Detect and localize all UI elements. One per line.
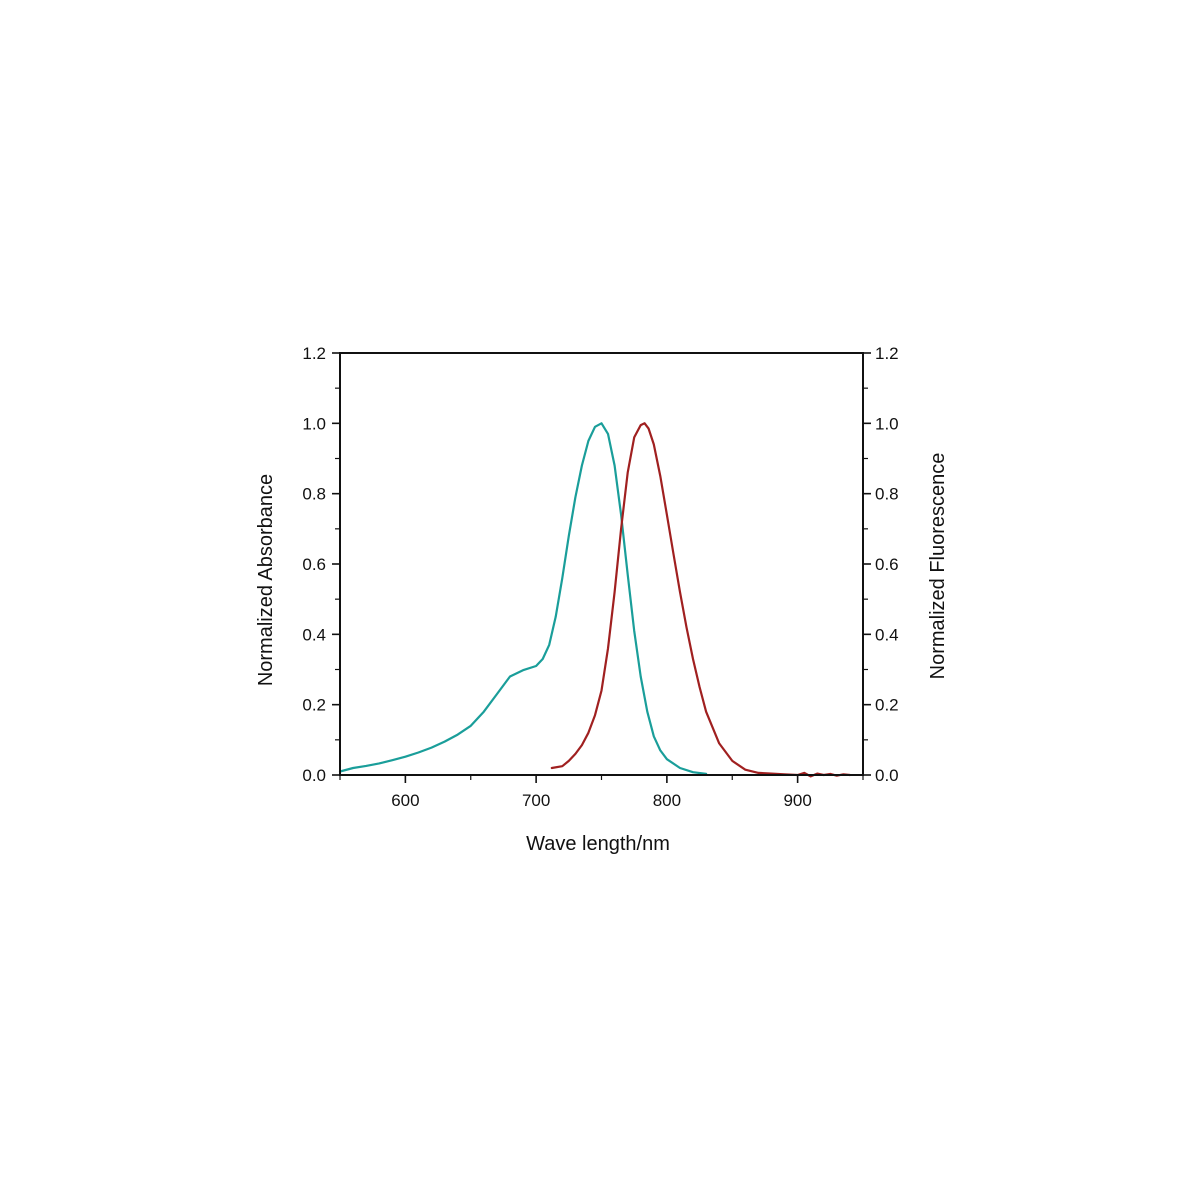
- y-axis-title-left: Normalized Absorbance: [255, 474, 277, 686]
- y-tick-label-right: 0.0: [875, 766, 899, 785]
- tick-labels-layer: 600 700 800 900 0.0 0.0 0.2 0.2 0.4 0.4 0.6 0.6 0.8 0…: [302, 344, 898, 810]
- x-axis-title: Wave length/nm: [526, 833, 670, 855]
- y-tick-label-left: 1.0: [302, 414, 326, 433]
- plot-frame: [339, 352, 864, 776]
- x-tick-label: 800: [653, 791, 681, 810]
- y-tick-label-left: 1.2: [302, 344, 326, 363]
- series-line-2: [550, 422, 852, 778]
- y-tick-label-left: 0.8: [302, 485, 326, 504]
- y-tick-label-right: 0.8: [875, 485, 899, 504]
- y-tick-label-left: 0.0: [302, 766, 326, 785]
- y-axis-title-right: Normalized Fluorescence: [927, 453, 949, 680]
- y-tick-label-right: 1.2: [875, 344, 899, 363]
- y-tick-label-right: 0.2: [875, 696, 899, 715]
- series-line-1: [338, 422, 708, 776]
- ticks-layer: [332, 352, 871, 783]
- series-layer: [338, 422, 852, 778]
- y-tick-label-left: 0.6: [302, 555, 326, 574]
- x-tick-label: 600: [391, 791, 419, 810]
- x-tick-label: 900: [783, 791, 811, 810]
- y-tick-label-right: 0.6: [875, 555, 899, 574]
- y-tick-label-left: 0.2: [302, 696, 326, 715]
- y-tick-label-right: 0.4: [875, 625, 899, 644]
- x-tick-label: 700: [522, 791, 550, 810]
- y-tick-label-left: 0.4: [302, 625, 326, 644]
- y-tick-label-right: 1.0: [875, 414, 899, 433]
